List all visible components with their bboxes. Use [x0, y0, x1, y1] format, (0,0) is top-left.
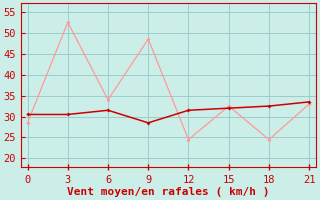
X-axis label: Vent moyen/en rafales ( km/h ): Vent moyen/en rafales ( km/h ) [67, 187, 270, 197]
